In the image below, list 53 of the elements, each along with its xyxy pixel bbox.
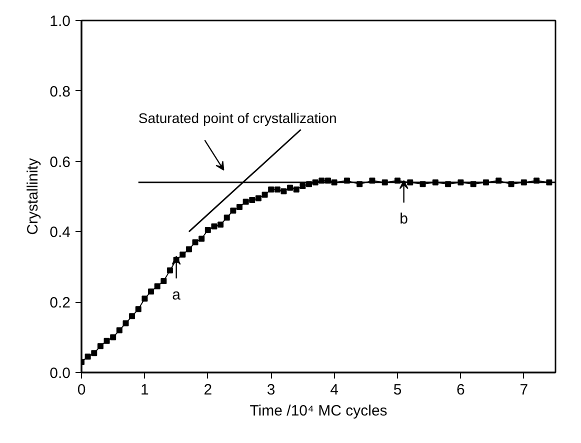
point	[148, 288, 154, 295]
point	[135, 306, 142, 312]
x-tick-label: 2	[204, 382, 212, 398]
annotation: Saturated point of crystallization	[138, 110, 337, 126]
x-tick-label: 7	[520, 382, 528, 398]
y-tick-label: 1.0	[50, 13, 71, 30]
point	[122, 320, 129, 326]
point	[287, 184, 294, 191]
x-tick-label: 3	[266, 382, 276, 398]
point	[300, 182, 306, 189]
point	[180, 252, 186, 258]
point	[104, 338, 110, 344]
point	[186, 246, 192, 252]
point	[268, 186, 274, 192]
point	[110, 334, 116, 340]
y-tick-label: 0.6	[50, 154, 71, 171]
y-tick-label: 0.4	[50, 224, 71, 242]
y-tick-label: 0.2	[50, 294, 71, 312]
point	[91, 350, 98, 356]
x-tick-label: 6	[456, 382, 465, 398]
point	[198, 236, 205, 242]
point	[211, 223, 218, 230]
point	[97, 343, 104, 350]
point	[192, 239, 198, 246]
point	[236, 204, 242, 210]
point	[154, 283, 160, 290]
point	[116, 327, 122, 334]
y-axis-title: Crystallinity	[24, 158, 42, 235]
point	[166, 267, 173, 274]
y-tick-label: 0.0	[50, 365, 71, 382]
x-axis-title: Time /10⁴ MC cycles	[250, 402, 388, 420]
point	[230, 208, 236, 214]
point	[242, 198, 249, 205]
x-tick-label: 4	[330, 382, 338, 398]
point	[218, 222, 224, 228]
x-tick-label: 0	[77, 382, 86, 398]
point	[224, 214, 230, 221]
point	[84, 354, 91, 360]
point	[160, 278, 167, 284]
y-tick-label: 0.8	[50, 83, 71, 100]
annotation: b	[400, 210, 408, 228]
point	[142, 296, 148, 302]
x-tick-label: 1	[140, 382, 149, 398]
point	[280, 188, 287, 194]
annotation: a	[172, 286, 182, 304]
point	[129, 313, 136, 320]
point	[204, 226, 211, 233]
point	[293, 186, 300, 192]
point	[274, 186, 280, 192]
x-tick-label: 5	[393, 382, 402, 398]
point	[249, 197, 256, 204]
point	[255, 195, 262, 202]
point	[262, 192, 268, 198]
